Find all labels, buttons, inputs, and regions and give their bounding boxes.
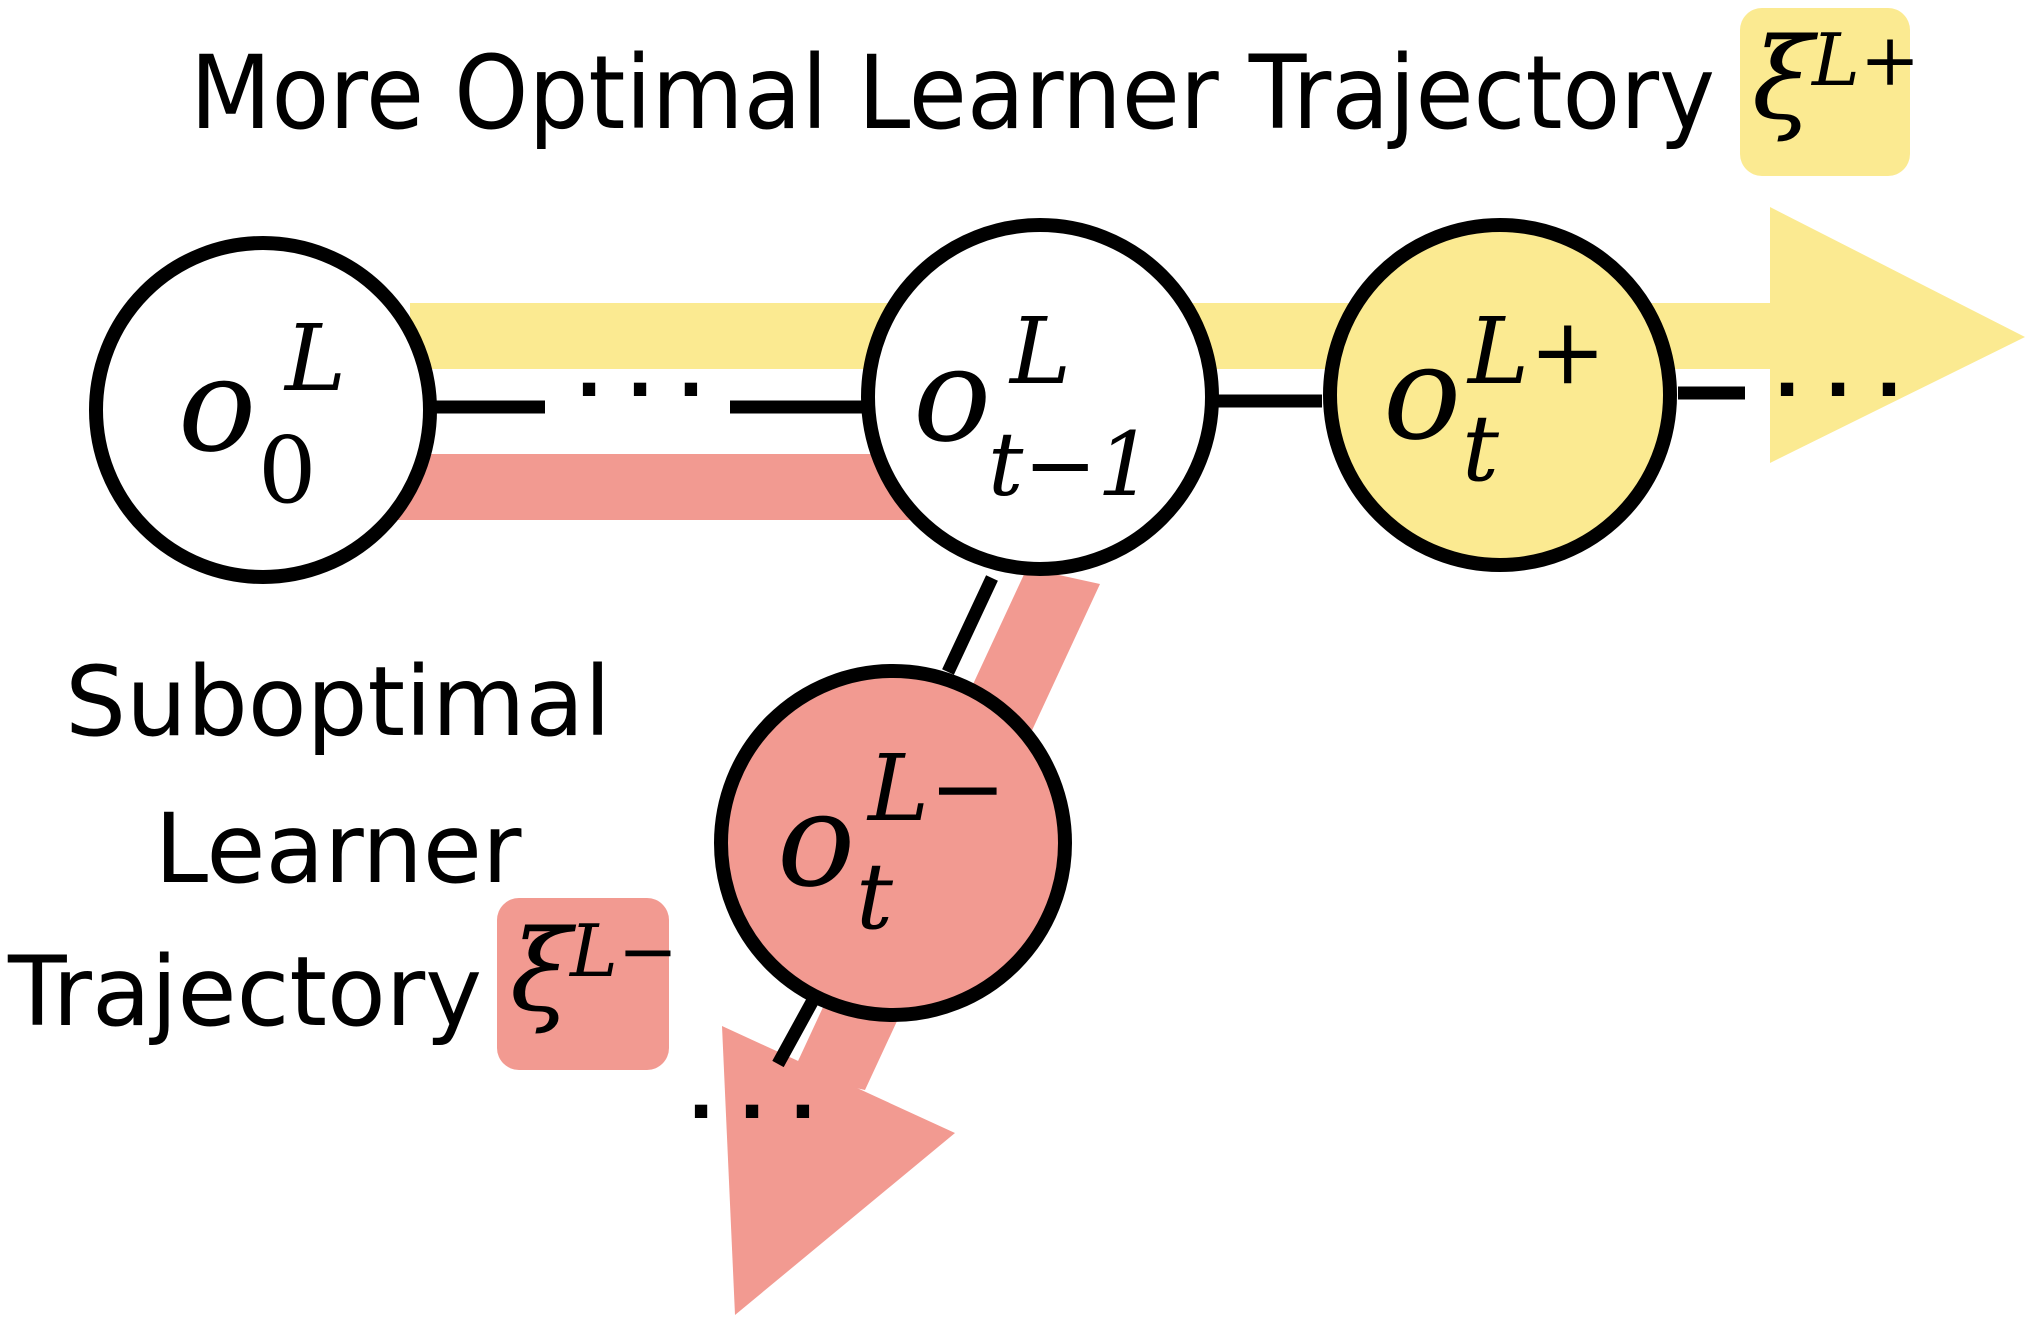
xi-plus-sup: L+ (1810, 18, 1920, 102)
suboptimal-label-line1: Suboptimal (65, 646, 611, 758)
node-otplus-sub: t (1462, 395, 1500, 502)
xi-plus-symbol: ξ (1752, 15, 1819, 145)
more-optimal-title: More Optimal Learner Trajectory (190, 34, 1715, 153)
trajectory-edges (435, 386, 1745, 1068)
edge-otminus-out (772, 998, 818, 1068)
xi-minus-badge: ξ L− (497, 898, 678, 1070)
node-o0-sup: L (283, 305, 346, 412)
suboptimal-label-line3: Trajectory (7, 936, 482, 1048)
suboptimal-label-line2: Learner (155, 793, 522, 905)
ellipsis-after-otplus: · · · (1774, 349, 1903, 431)
xi-plus-badge-bg (1740, 8, 1910, 176)
suboptimal-arrow-head (722, 1026, 955, 1315)
node-otminus: o L− t (714, 664, 1072, 1022)
edge-ot1-otminus (942, 575, 998, 675)
node-otplus: o L+ t (1323, 218, 1677, 572)
node-o0-base: o (178, 329, 256, 481)
node-ot1-sub: t−1 (988, 413, 1153, 516)
node-otplus-base: o (1383, 317, 1461, 469)
xi-minus-badge-bg (497, 898, 669, 1070)
node-o0-circle (89, 236, 437, 584)
ellipsis-after-otminus: · · · (688, 1071, 817, 1153)
suboptimal-band-bar (390, 454, 910, 520)
node-ot1: o L t−1 (861, 218, 1219, 576)
node-otminus-circle (714, 664, 1072, 1022)
node-otminus-sub: t (856, 843, 894, 950)
node-ot1-sup: L (1008, 298, 1071, 405)
node-otminus-base: o (777, 764, 855, 916)
node-otminus-sup: L− (866, 735, 1006, 842)
optimal-arrow-head (1770, 207, 2025, 463)
node-otplus-sup: L+ (1466, 298, 1606, 405)
node-ot1-base: o (913, 319, 991, 471)
node-otplus-circle (1323, 218, 1677, 572)
node-o0-sub: 0 (258, 417, 317, 524)
ellipsis-between-o0-ot1: · · · (576, 349, 705, 431)
node-o0: o L 0 (89, 236, 437, 584)
xi-minus-symbol: ξ (510, 907, 577, 1037)
xi-minus-sup: L− (568, 909, 678, 993)
node-ot1-circle (861, 218, 1219, 576)
xi-plus-badge: ξ L+ (1740, 8, 1920, 176)
